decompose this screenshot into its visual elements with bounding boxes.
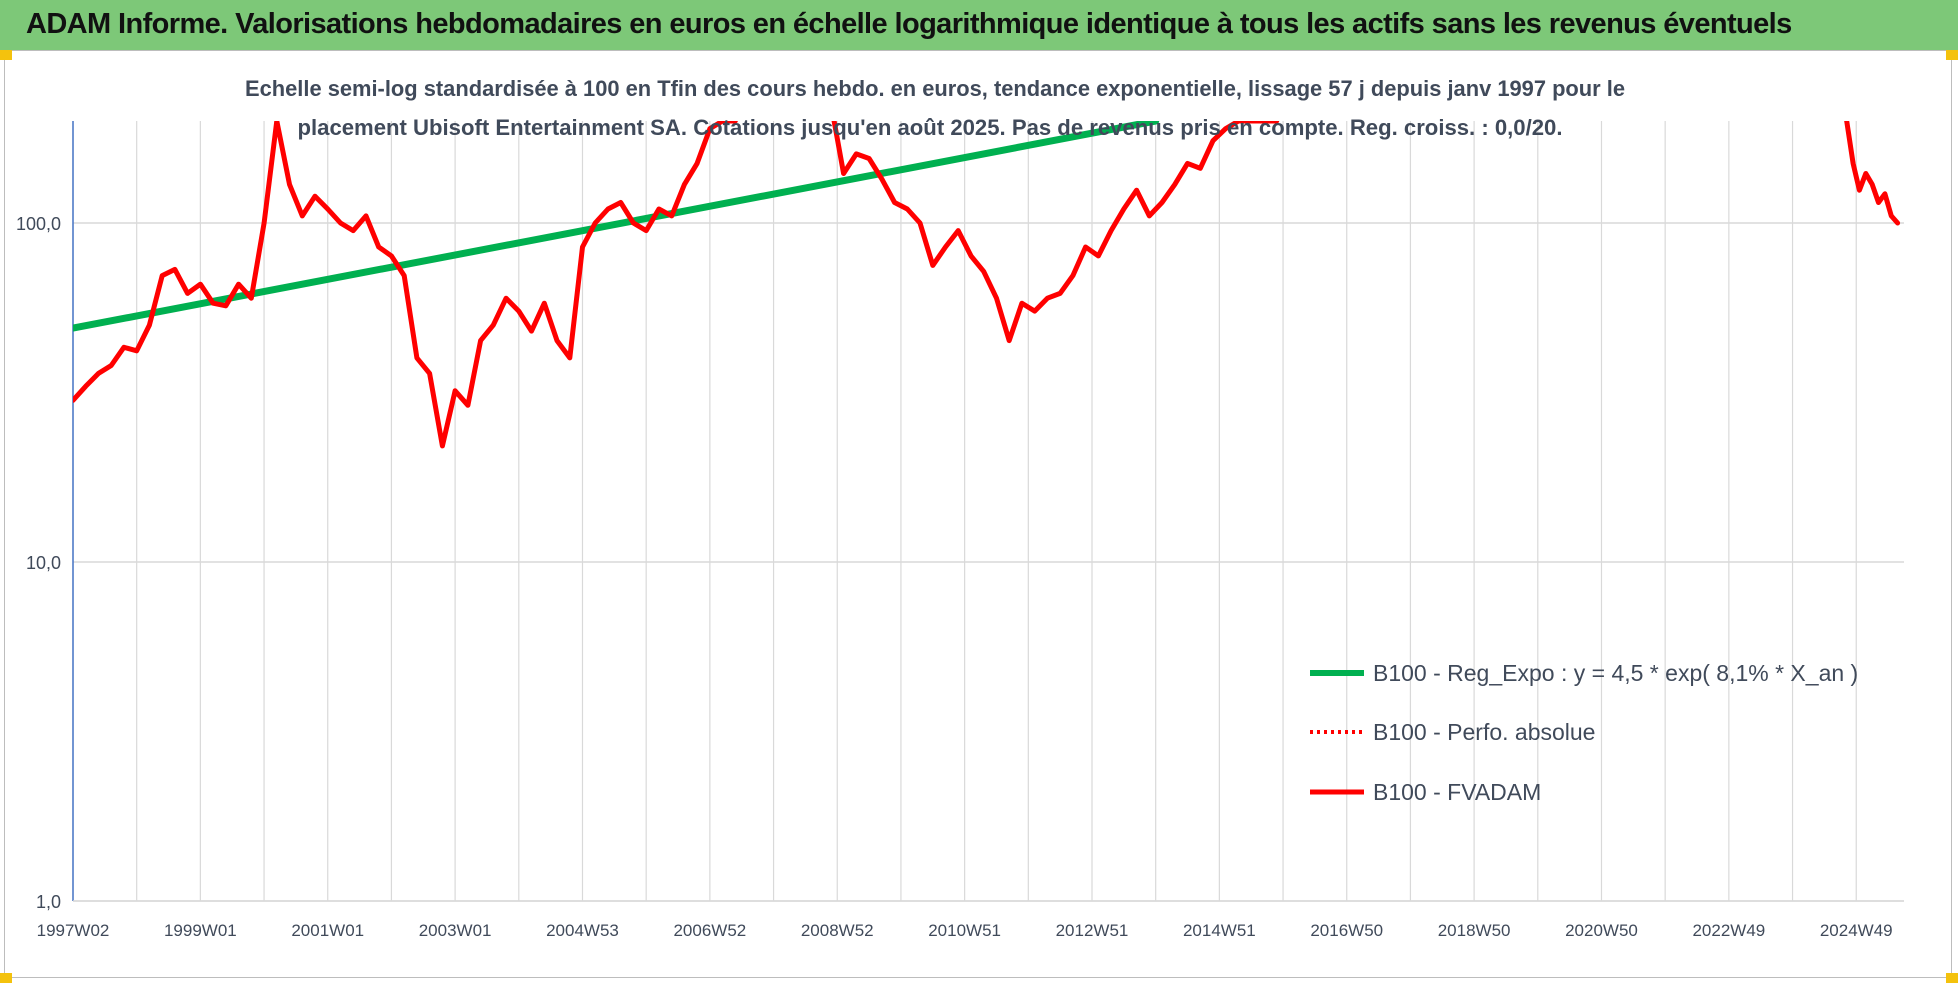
x-tick-label: 1999W01: [164, 921, 237, 940]
x-tick-label: 2003W01: [419, 921, 492, 940]
corner-marker-bottom-left: [0, 973, 12, 983]
x-tick-label: 2014W51: [1183, 921, 1256, 940]
y-tick-label: 10,0: [26, 553, 61, 573]
legend-label-2: B100 - Perfo. absolue: [1373, 719, 1595, 745]
chart-title-line-2: placement Ubisoft Entertainment SA. Cota…: [298, 115, 1563, 140]
series-line-fvadam-segment-3: [1844, 121, 1901, 226]
page-title: ADAM Informe. Valorisations hebdomadaire…: [26, 8, 1792, 40]
x-tick-label: 2001W01: [291, 921, 364, 940]
legend-label-3: B100 - FVADAM: [1373, 779, 1541, 805]
x-tick-label: 2004W53: [546, 921, 619, 940]
x-tick-label: 2006W52: [673, 921, 746, 940]
series-line-fvadam-segment-2: [831, 121, 1280, 344]
grid-lines: [73, 121, 1904, 902]
header-banner: ADAM Informe. Valorisations hebdomadaire…: [0, 0, 1958, 51]
chart-legend: B100 - Reg_Expo : y = 4,5 * exp( 8,1% * …: [1310, 660, 1858, 805]
corner-marker-top-left: [0, 50, 12, 60]
x-tick-label: 2012W51: [1056, 921, 1129, 940]
corner-marker-top-right: [1946, 50, 1958, 60]
y-tick-label: 1,0: [36, 892, 61, 912]
series-lines: [73, 121, 1901, 449]
x-tick-label: 2024W49: [1820, 921, 1893, 940]
series-line-fvadam-segment-1: [73, 121, 738, 449]
y-tick-labels: 1,0 10,0 100,0: [16, 214, 61, 912]
corner-marker-bottom-right: [1946, 973, 1958, 983]
x-tick-label: 2010W51: [928, 921, 1001, 940]
chart-frame: 1,0 10,0 100,0 1997W02 1999W01 2001W01 2003W0…: [4, 50, 1952, 978]
x-tick-label: 2022W49: [1692, 921, 1765, 940]
y-tick-label: 100,0: [16, 214, 61, 234]
x-tick-label: 2008W52: [801, 921, 874, 940]
chart-title-line-1: Echelle semi-log standardisée à 100 en T…: [245, 76, 1625, 101]
axes: [72, 121, 1904, 902]
x-tick-label: 1997W02: [37, 921, 110, 940]
legend-label-1: B100 - Reg_Expo : y = 4,5 * exp( 8,1% * …: [1373, 660, 1858, 686]
x-tick-label: 2018W50: [1438, 921, 1511, 940]
x-tick-labels: 1997W02 1999W01 2001W01 2003W01 2004W53 2006W…: [37, 921, 1893, 940]
chart-title: Echelle semi-log standardisée à 100 en T…: [245, 76, 1625, 140]
x-tick-label: 2020W50: [1565, 921, 1638, 940]
line-chart: 1,0 10,0 100,0 1997W02 1999W01 2001W01 2003W0…: [16, 76, 1904, 940]
x-tick-label: 2016W50: [1310, 921, 1383, 940]
